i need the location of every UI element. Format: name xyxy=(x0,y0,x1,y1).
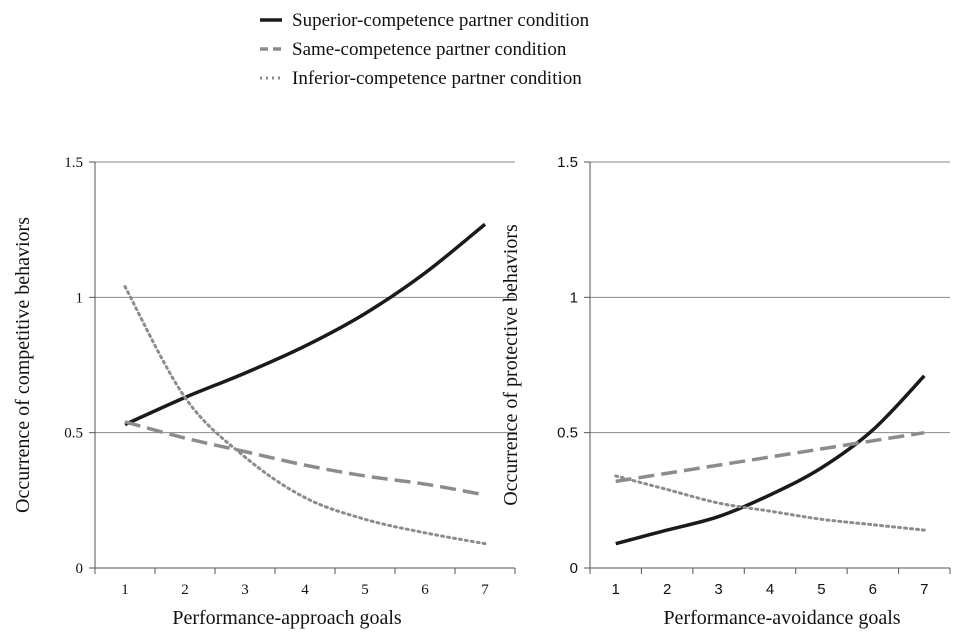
x-tick-label-6: 7 xyxy=(920,581,928,598)
x-tick-label-0: 1 xyxy=(121,582,129,598)
x-axis-title: Performance-avoidance goals xyxy=(663,607,900,629)
chart-panel-left: 0 0.5 1 1.5 1 2 3 4 5 6 7 Performance-approach goal… xyxy=(12,155,516,629)
x-tick-label-3: 4 xyxy=(766,581,774,598)
x-tick-label-2: 3 xyxy=(714,581,722,598)
y-axis-title: Occurrence of competitive behaviors xyxy=(12,217,34,513)
y-tick-label-1: 0.5 xyxy=(557,425,578,442)
y-tick-label-2: 1 xyxy=(76,290,84,306)
series-line-same xyxy=(124,420,486,497)
x-tick-label-1: 2 xyxy=(663,581,671,598)
series-line-same xyxy=(615,430,925,484)
x-tick-label-4: 5 xyxy=(817,581,825,598)
x-tick-label-3: 4 xyxy=(301,582,309,598)
x-tick-label-6: 7 xyxy=(481,582,489,598)
legend: Superior-competence partner condition Sam… xyxy=(260,10,590,89)
series-line-inferior xyxy=(614,474,926,532)
series-line-superior xyxy=(615,374,926,546)
y-tick-label-0: 0 xyxy=(76,561,84,577)
legend-label-2: Inferior-competence partner condition xyxy=(292,68,582,89)
x-tick-label-1: 2 xyxy=(181,582,189,598)
legend-label-0: Superior-competence partner condition xyxy=(292,10,590,31)
x-tick-label-5: 6 xyxy=(869,581,877,598)
series-line-inferior xyxy=(123,285,487,546)
x-tick-label-2: 3 xyxy=(241,582,249,598)
x-tick-label-5: 6 xyxy=(421,582,429,598)
y-tick-label-0: 0 xyxy=(570,560,578,577)
legend-label-1: Same-competence partner condition xyxy=(292,39,567,60)
y-axis-title: Occurrence of protective behaviors xyxy=(500,224,522,506)
series-line-superior xyxy=(124,222,487,427)
y-tick-label-1: 0.5 xyxy=(64,426,83,442)
y-tick-label-2: 1 xyxy=(570,289,578,306)
x-tick-label-4: 5 xyxy=(361,582,369,598)
x-axis-title: Performance-approach goals xyxy=(172,607,402,629)
y-tick-label-3: 1.5 xyxy=(64,155,83,171)
chart-panel-right: 0 0.5 1 1.5 1 2 3 4 5 6 7 Performance-avoidance goa… xyxy=(500,154,951,629)
x-tick-label-0: 1 xyxy=(612,581,620,598)
y-tick-label-3: 1.5 xyxy=(557,154,578,171)
